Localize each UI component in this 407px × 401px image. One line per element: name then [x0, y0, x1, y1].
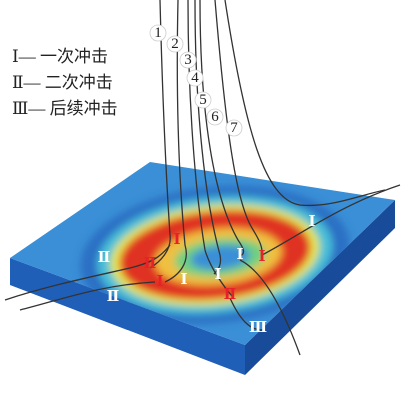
- wire-number: 4: [191, 70, 199, 86]
- wire-number: 2: [171, 36, 179, 52]
- impact-marker: Ⅰ: [156, 274, 163, 290]
- impact-marker: Ⅰ: [180, 272, 187, 288]
- legend-item: Ⅲ— 后续冲击: [12, 99, 118, 118]
- impact-marker: Ⅰ: [173, 232, 180, 248]
- wire-number: 1: [154, 25, 162, 41]
- legend-item: Ⅰ— 一次冲击: [12, 47, 108, 66]
- impact-marker: Ⅱ: [224, 287, 237, 303]
- impact-marker: Ⅱ: [98, 250, 111, 266]
- impact-marker: Ⅱ: [144, 256, 157, 272]
- wire-number: 5: [199, 92, 207, 108]
- impact-marker: Ⅱ: [107, 289, 120, 305]
- wire-number: 7: [230, 120, 238, 136]
- wire-number: 6: [211, 109, 219, 125]
- legend: Ⅰ— 一次冲击 Ⅱ— 二次冲击 Ⅲ— 后续冲击: [12, 47, 118, 118]
- figure: Ⅰ— 一次冲击 Ⅱ— 二次冲击 Ⅲ— 后续冲击 1234567 ⅠⅠⅡⅡⅠⅠⅠⅠ…: [0, 0, 407, 401]
- wire-number: 3: [184, 52, 192, 68]
- impact-marker: Ⅰ: [236, 247, 243, 263]
- impact-marker: Ⅰ: [258, 249, 265, 265]
- impact-marker: Ⅰ: [308, 214, 315, 230]
- impact-marker: Ⅰ: [214, 267, 221, 283]
- impact-marker: Ⅲ: [249, 320, 267, 336]
- legend-item: Ⅱ— 二次冲击: [12, 73, 113, 92]
